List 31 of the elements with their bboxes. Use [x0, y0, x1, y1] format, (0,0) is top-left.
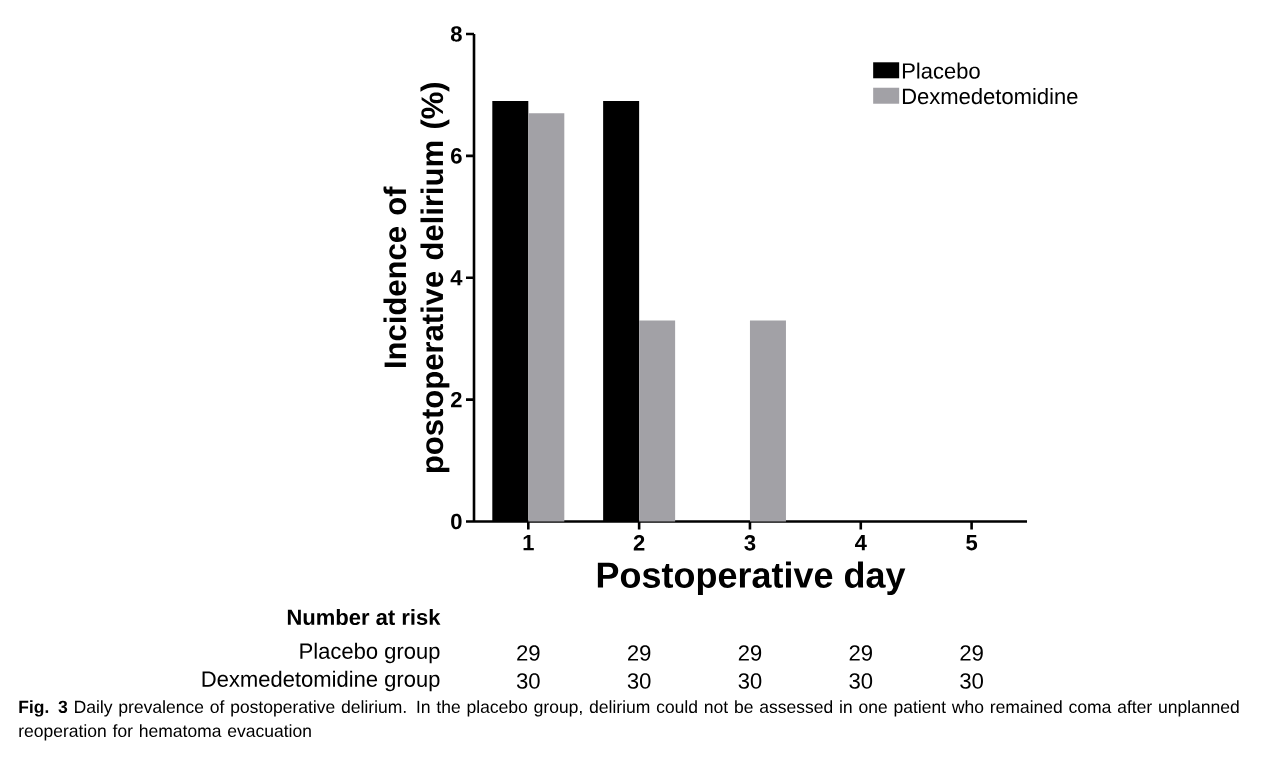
y-tick-label: 6 [451, 148, 462, 164]
legend-label: Dexmedetomidine [902, 88, 1078, 105]
text: 30 [516, 673, 540, 689]
x-tick-label: 3 [744, 535, 756, 551]
text: 29 [849, 645, 872, 661]
text: Number at risk [287, 608, 441, 626]
bar [749, 320, 786, 522]
y-axis-title: Incidence of postoperative delirium (%) [383, 82, 450, 473]
x-tick-label: 4 [854, 535, 867, 551]
x-tick-label: 2 [633, 535, 645, 551]
y-tick-label: 4 [450, 270, 463, 286]
y-tick-label: 0 [451, 513, 462, 530]
x-axis-title: Postoperative day [597, 561, 906, 596]
legend-label: Placebo [902, 62, 980, 79]
text: Fig. 3 Daily prevalence of postoperative delirium. In the placebo group, delirium could not be assessed in one patient who remained coma after unplanned reoperation for hematoma evacuation [19, 700, 1239, 741]
text: 29 [738, 645, 762, 661]
text: 30 [738, 673, 762, 689]
text: 30 [960, 673, 983, 689]
y-tick-label: 2 [451, 391, 462, 408]
text: 30 [627, 673, 651, 689]
bar [639, 320, 676, 522]
text: 30 [849, 673, 873, 689]
text: 29 [628, 645, 651, 661]
x-tick-label: 5 [966, 535, 978, 551]
text: 29 [960, 645, 983, 661]
x-tick-label: 1 [523, 535, 534, 551]
text: 29 [517, 645, 540, 661]
text: Dexmedetomidine group [202, 670, 440, 692]
y-tick-label: 8 [450, 26, 462, 42]
bar [528, 113, 565, 522]
text: Placebo group [300, 642, 440, 664]
